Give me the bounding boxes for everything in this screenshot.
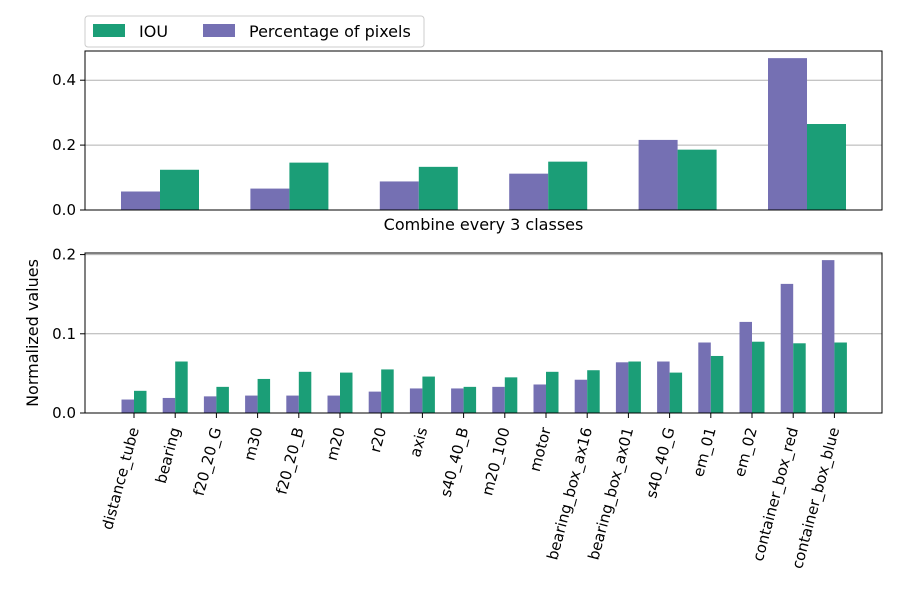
bar-pixels-m20_100 bbox=[492, 386, 505, 413]
bar-pixels-s40_40_G bbox=[657, 361, 670, 413]
bar-pixels-distance_tube bbox=[121, 399, 134, 413]
x-tick-label: em_01 bbox=[689, 425, 720, 479]
y-tick-label: 0.2 bbox=[52, 136, 76, 154]
bar-iou-group-5 bbox=[677, 149, 717, 210]
bar-iou-m30 bbox=[257, 378, 271, 413]
top-bars bbox=[121, 58, 846, 210]
bar-pixels-f20_20_G bbox=[203, 396, 217, 413]
legend-swatch-pixels bbox=[203, 24, 235, 37]
y-tick-label: 0.4 bbox=[52, 71, 76, 89]
y-tick-label: 0.0 bbox=[52, 404, 76, 422]
x-tick-label: m20 bbox=[323, 425, 349, 462]
bar-iou-f20_20_G bbox=[216, 386, 229, 413]
bar-iou-axis bbox=[422, 376, 435, 413]
bottom-chart: 0.0 0.1 0.2 distance_tube bearing f20_20_G m3… bbox=[23, 246, 883, 571]
y-tick-label: 0.1 bbox=[52, 325, 76, 343]
bar-pixels-m20 bbox=[327, 395, 340, 413]
bar-pixels-axis bbox=[409, 388, 423, 413]
top-x-axis-label: Combine every 3 classes bbox=[384, 215, 584, 234]
bar-pixels-em_02 bbox=[739, 321, 752, 413]
x-tick-label: motor bbox=[526, 425, 555, 474]
bar-iou-group-6 bbox=[807, 124, 846, 210]
x-tick-label: axis bbox=[406, 425, 431, 459]
bar-pixels-group-4 bbox=[509, 173, 549, 210]
x-tick-label: m30 bbox=[240, 425, 266, 462]
x-tick-label: f20_20_B bbox=[272, 425, 308, 496]
bar-pixels-group-5 bbox=[638, 139, 678, 210]
bar-iou-group-3 bbox=[418, 166, 458, 210]
bar-iou-s40_40_B bbox=[463, 386, 477, 413]
x-tick-label: f20_20_G bbox=[190, 425, 226, 498]
y-tick-label: 0.0 bbox=[52, 201, 76, 219]
bar-pixels-bearing_box_ax01 bbox=[615, 362, 629, 413]
bar-iou-container_box_red bbox=[793, 343, 806, 413]
bar-pixels-group-3 bbox=[379, 181, 419, 210]
bar-iou-bearing_box_ax01 bbox=[628, 361, 641, 413]
bottom-x-ticks: distance_tube bearing f20_20_G m30 f20_20_B m… bbox=[98, 413, 844, 571]
bar-iou-group-4 bbox=[548, 161, 588, 210]
x-tick-label: bearing_box_ax01 bbox=[585, 425, 639, 562]
bar-pixels-f20_20_B bbox=[286, 395, 299, 413]
bar-iou-em_01 bbox=[710, 355, 724, 413]
bar-iou-distance_tube bbox=[134, 390, 147, 413]
x-tick-label: bearing bbox=[152, 425, 184, 485]
legend-label-pixels: Percentage of pixels bbox=[249, 22, 411, 41]
bar-iou-r20 bbox=[381, 369, 394, 413]
bar-pixels-group-2 bbox=[250, 188, 290, 210]
legend-frame bbox=[84, 15, 425, 48]
bar-iou-group-1 bbox=[160, 169, 199, 210]
bar-pixels-s40_40_B bbox=[451, 388, 464, 413]
bar-iou-bearing bbox=[175, 361, 188, 413]
bar-pixels-em_01 bbox=[698, 342, 711, 413]
top-chart: 0.0 0.2 0.4 Combine every 3 classes bbox=[52, 50, 883, 234]
bottom-plot-frame bbox=[84, 252, 883, 414]
x-tick-label: em_02 bbox=[730, 425, 761, 479]
bar-pixels-group-6 bbox=[768, 58, 807, 210]
bar-pixels-group-1 bbox=[121, 191, 160, 210]
top-y-ticks: 0.0 0.2 0.4 bbox=[52, 71, 85, 219]
bar-iou-container_box_blue bbox=[834, 342, 847, 413]
bar-iou-m20_100 bbox=[504, 377, 518, 413]
bar-pixels-bearing bbox=[162, 397, 176, 413]
bar-pixels-m30 bbox=[245, 395, 258, 413]
legend-label-iou: IOU bbox=[139, 22, 168, 41]
x-tick-label: distance_tube bbox=[98, 425, 144, 532]
bar-iou-s40_40_G bbox=[669, 372, 683, 413]
y-tick-label: 0.2 bbox=[52, 246, 76, 264]
x-tick-label: s40_40_B bbox=[437, 425, 474, 499]
bar-iou-f20_20_B bbox=[298, 371, 312, 413]
x-tick-label: m20_100 bbox=[478, 425, 514, 497]
bar-iou-motor bbox=[546, 371, 559, 413]
bar-iou-em_02 bbox=[752, 341, 765, 413]
bar-pixels-container_box_red bbox=[780, 283, 794, 413]
bar-pixels-r20 bbox=[368, 391, 382, 413]
bottom-bars bbox=[121, 260, 847, 413]
bar-pixels-container_box_blue bbox=[821, 260, 835, 413]
bar-pixels-motor bbox=[533, 384, 546, 413]
bar-pixels-bearing_box_ax16 bbox=[574, 379, 588, 413]
bar-iou-bearing_box_ax16 bbox=[587, 370, 600, 413]
x-tick-label: s40_40_G bbox=[642, 425, 679, 500]
top-plot-frame bbox=[84, 50, 883, 211]
legend-swatch-iou bbox=[93, 24, 125, 37]
x-tick-label: r20 bbox=[366, 425, 390, 454]
bar-iou-m20 bbox=[340, 372, 353, 413]
legend: IOU Percentage of pixels bbox=[84, 15, 425, 48]
bottom-y-ticks: 0.0 0.1 0.2 bbox=[52, 246, 85, 422]
bar-iou-group-2 bbox=[289, 162, 329, 210]
bottom-y-axis-label: Normalized values bbox=[23, 259, 42, 407]
top-gridlines bbox=[85, 79, 882, 211]
